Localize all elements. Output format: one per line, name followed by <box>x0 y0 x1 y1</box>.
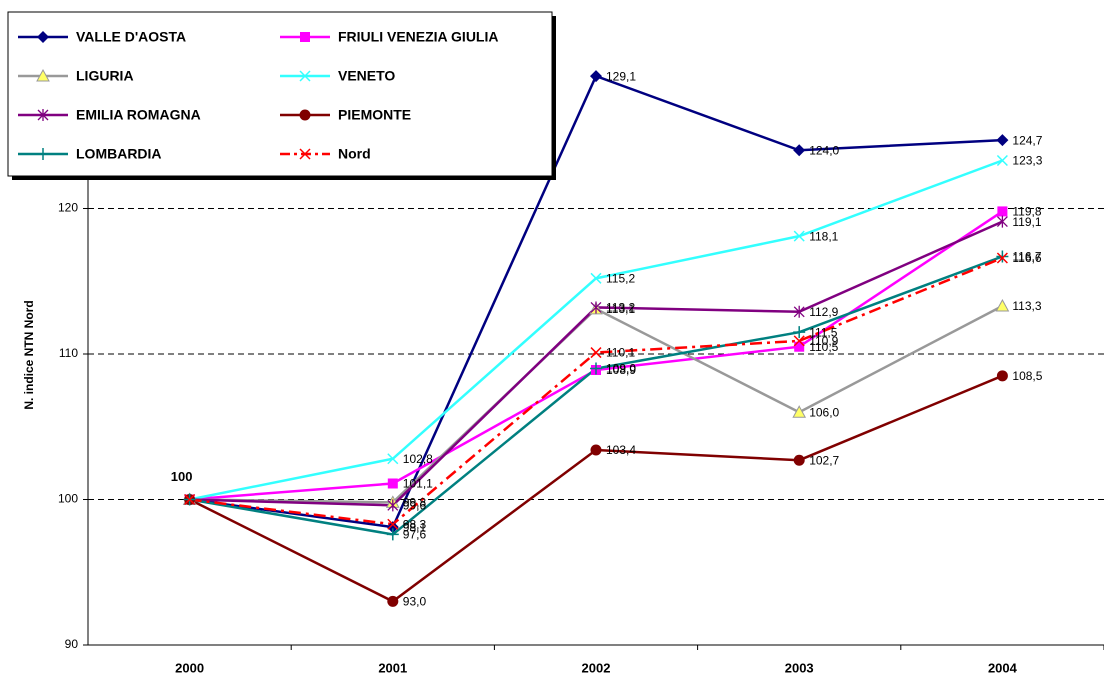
series-line <box>189 256 1003 526</box>
data-label: 97,6 <box>403 528 427 542</box>
marker <box>387 518 399 530</box>
marker <box>793 326 806 339</box>
marker <box>386 521 399 534</box>
marker <box>995 298 1010 312</box>
legend-label: PIEMONTE <box>338 107 411 123</box>
marker <box>996 370 1008 382</box>
data-label: 103,4 <box>606 443 636 457</box>
marker <box>590 444 602 456</box>
marker <box>997 206 1008 217</box>
marker <box>793 454 805 466</box>
marker <box>590 70 602 83</box>
marker <box>184 493 196 506</box>
data-label: 93,0 <box>403 595 427 609</box>
data-label: 113,1 <box>606 302 635 316</box>
marker <box>299 148 311 160</box>
marker <box>590 347 602 359</box>
data-label: 108,5 <box>1012 369 1042 383</box>
marker <box>996 134 1009 147</box>
y-tick-label: 90 <box>65 637 79 651</box>
data-label: 106,0 <box>809 405 839 419</box>
legend: VALLE D'AOSTA FRIULI VENEZIA GIULIA LIGURI… <box>7 11 556 180</box>
x-tick-label: 2000 <box>175 660 204 675</box>
data-label: 124,7 <box>1012 133 1042 147</box>
y-axis-title: N. indice NTN Nord <box>22 300 36 409</box>
legend-label: Nord <box>338 146 371 162</box>
marker <box>793 230 805 242</box>
data-label: 101,1 <box>403 477 433 491</box>
data-label: 124,0 <box>809 143 839 157</box>
marker <box>996 154 1008 167</box>
data-label: 112,9 <box>809 305 838 319</box>
data-label: 118,1 <box>809 229 838 243</box>
marker <box>387 453 399 465</box>
x-tick-label: 2001 <box>378 660 407 675</box>
data-label: 123,3 <box>1012 154 1042 168</box>
marker <box>996 252 1008 264</box>
data-label: 110,9 <box>809 334 838 348</box>
y-tick-label: 120 <box>58 201 78 215</box>
marker <box>299 70 311 82</box>
marker <box>793 335 805 347</box>
marker <box>37 148 49 160</box>
data-label: 119,1 <box>1012 215 1041 229</box>
marker <box>793 144 806 157</box>
series-line <box>189 255 1003 536</box>
data-label: 119,8 <box>1012 205 1041 219</box>
data-label: 102,8 <box>403 452 433 466</box>
data-label: 99,8 <box>403 496 427 510</box>
data-label: 109,0 <box>606 362 636 376</box>
data-label: 113,2 <box>606 301 635 315</box>
legend-label: FRIULI VENEZIA GIULIA <box>338 29 498 45</box>
legend-box <box>7 11 553 177</box>
y-tick-label: 110 <box>59 346 78 360</box>
legend-label: LOMBARDIA <box>76 146 162 162</box>
data-label: 110,5 <box>809 340 838 354</box>
data-label: 111,5 <box>809 325 838 339</box>
marker <box>36 68 50 82</box>
data-label: 116,7 <box>1012 250 1041 264</box>
x-tick-label: 2003 <box>785 660 814 675</box>
data-label: 98,3 <box>403 517 427 531</box>
data-label: 99,6 <box>403 498 427 512</box>
marker <box>590 272 602 284</box>
marker <box>792 405 807 418</box>
marker <box>387 595 399 607</box>
data-label: 108,9 <box>606 363 636 377</box>
marker <box>996 250 1009 263</box>
x-tick-label: 2004 <box>988 660 1018 675</box>
marker <box>590 301 602 314</box>
marker <box>387 499 399 512</box>
legend-label: VALLE D'AOSTA <box>76 29 186 45</box>
data-label: 113,3 <box>1012 299 1041 313</box>
marker <box>996 215 1008 228</box>
y-tick-label: 100 <box>58 492 78 506</box>
marker <box>37 31 49 43</box>
series-line <box>189 304 1003 504</box>
x-tick-label: 2002 <box>582 660 611 675</box>
marker <box>590 362 602 375</box>
annotation: 100 <box>171 469 193 484</box>
series-line <box>189 210 1004 501</box>
data-label: 102,7 <box>809 453 839 467</box>
legend-label: EMILIA ROMAGNA <box>76 107 201 123</box>
marker <box>387 478 398 489</box>
marker <box>793 305 805 318</box>
data-label: 115,2 <box>606 272 635 286</box>
data-label: 110,1 <box>606 346 635 360</box>
data-label: 116,6 <box>1012 251 1041 265</box>
legend-label: LIGURIA <box>76 68 134 84</box>
marker <box>37 109 49 121</box>
marker <box>300 32 310 42</box>
data-label: 129,1 <box>606 69 636 83</box>
series-line <box>189 374 1003 603</box>
marker <box>299 109 311 121</box>
marker <box>386 528 399 541</box>
marker <box>794 341 805 352</box>
data-label: 98,1 <box>403 520 427 534</box>
legend-label: VENETO <box>338 68 395 84</box>
